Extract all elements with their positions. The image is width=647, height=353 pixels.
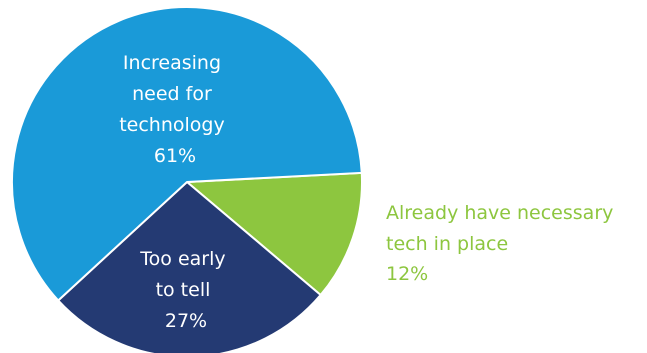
slice-too-early	[57, 181, 322, 353]
slice-label-line: Too early	[139, 248, 225, 270]
slice-label-line: Increasing	[123, 52, 221, 74]
slice-label-too-early: Too early to tell 27%	[139, 248, 231, 332]
slice-label-line: technology	[119, 114, 225, 136]
slice-value: 12%	[386, 263, 428, 285]
slice-increasing-need	[11, 6, 363, 302]
slice-label-increasing-need: Increasing need for technology 61%	[119, 52, 231, 167]
slice-label-line: to tell	[156, 279, 211, 301]
slice-label-line: tech in place	[386, 233, 508, 255]
slice-already-have-tech	[186, 171, 363, 296]
pie-slices	[11, 6, 363, 353]
slice-label-line: Already have necessary	[386, 202, 613, 224]
slice-value: 61%	[154, 145, 196, 167]
slice-label-already-have-tech: Already have necessary tech in place 12%	[386, 202, 619, 285]
slice-value: 27%	[165, 310, 207, 332]
slice-label-line: need for	[132, 83, 212, 105]
